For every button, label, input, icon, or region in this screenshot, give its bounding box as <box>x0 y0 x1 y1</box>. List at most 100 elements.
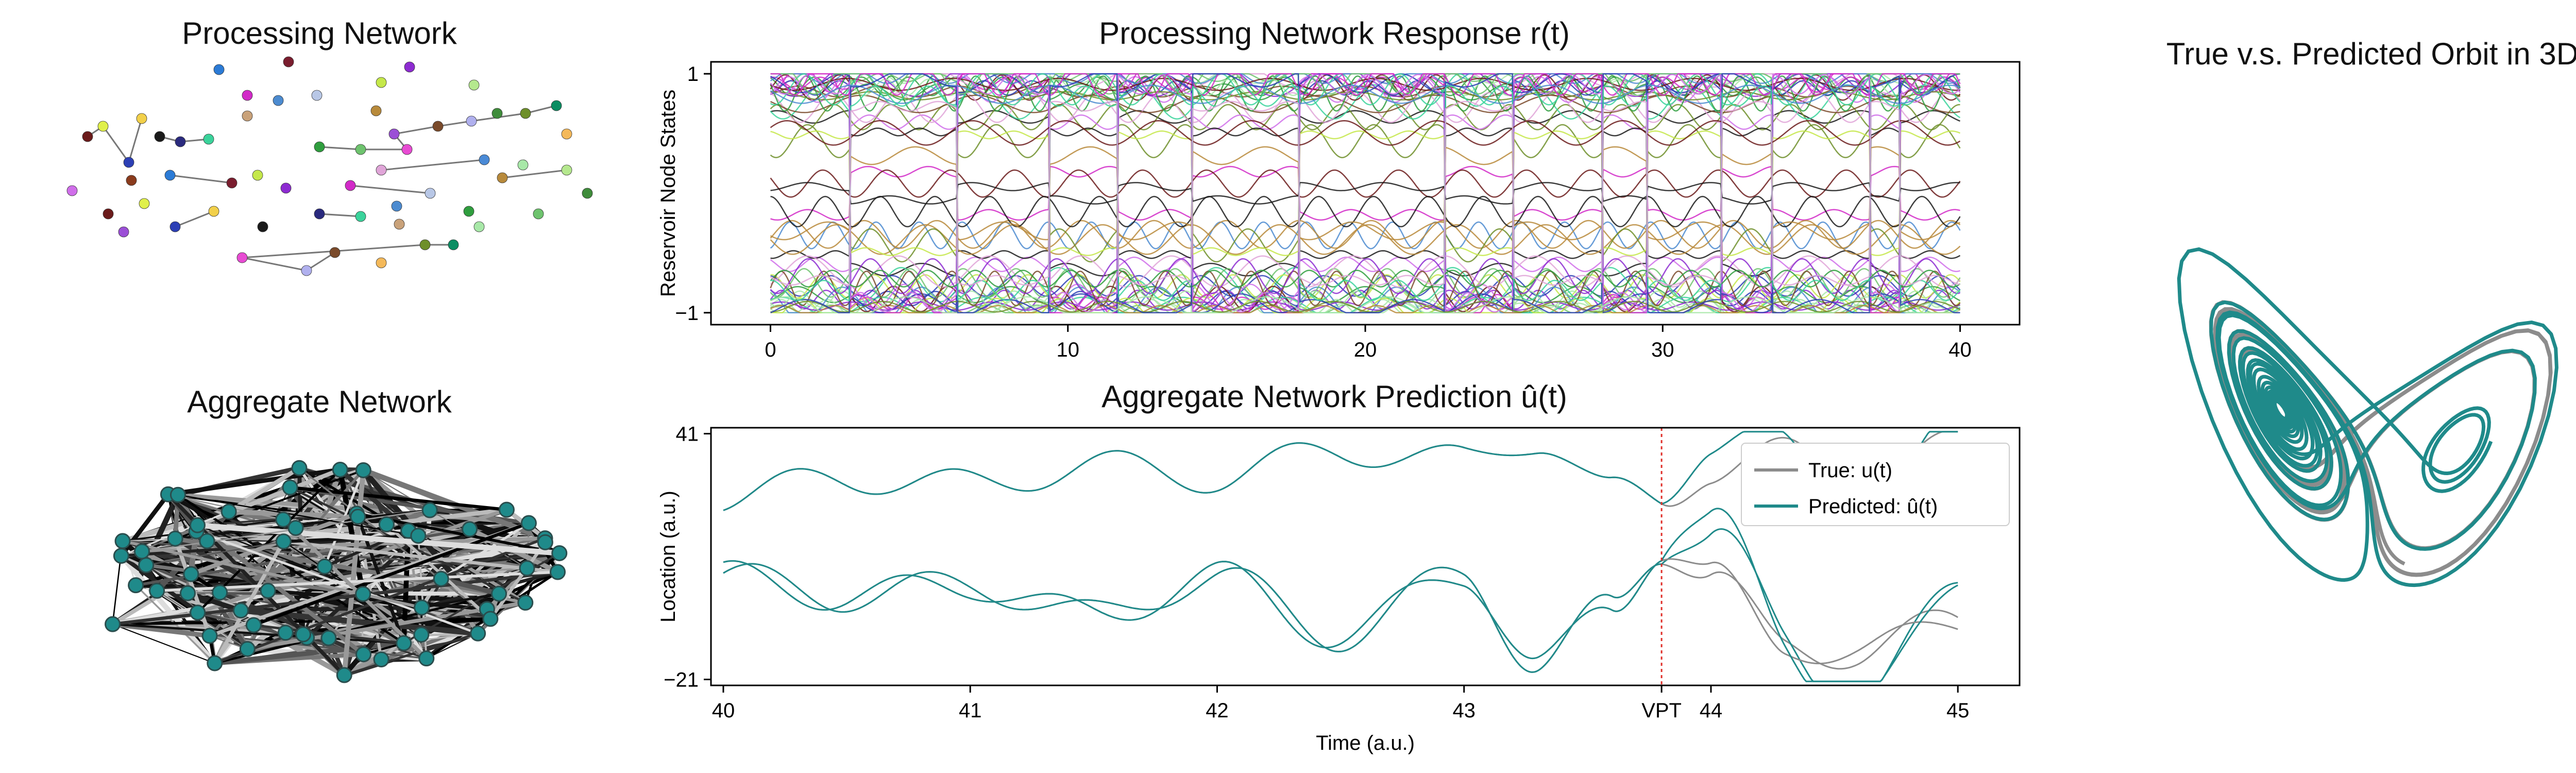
network-node <box>401 144 413 155</box>
network-node <box>378 516 395 532</box>
network-edge <box>242 257 307 272</box>
legend-label: True: u(t) <box>1808 459 1892 482</box>
x-tick-label: 40 <box>712 699 735 722</box>
network-node <box>425 188 436 199</box>
prediction-chart-title: Aggregate Network Prediction û(t) <box>1101 379 1567 414</box>
network-edge <box>177 493 405 645</box>
reservoir-state-line <box>770 85 1961 301</box>
network-node <box>376 164 387 176</box>
network-node <box>466 115 477 127</box>
network-node <box>277 625 294 641</box>
network-node <box>376 77 387 88</box>
network-edge <box>319 146 361 150</box>
network-node <box>242 90 253 101</box>
network-node <box>373 651 389 668</box>
reservoir-state-line <box>770 146 1960 241</box>
network-node <box>189 517 206 533</box>
reservoir-state-line <box>770 85 1960 104</box>
network-node <box>282 479 298 496</box>
network-node <box>164 170 176 181</box>
network-node <box>421 502 438 518</box>
network-node <box>201 628 218 644</box>
aggregate-network-graph <box>105 460 568 683</box>
network-node <box>139 198 150 209</box>
network-node <box>520 515 537 531</box>
network-node <box>388 128 400 140</box>
reservoir-state-line <box>770 220 1961 249</box>
network-edge <box>381 159 485 171</box>
reservoir-state-line <box>770 73 1961 106</box>
reservoir-state-line <box>770 120 1961 146</box>
network-node <box>311 90 323 101</box>
y-tick-label: −1 <box>675 302 699 325</box>
network-node <box>468 79 480 91</box>
network-edge <box>298 467 492 620</box>
network-node <box>491 585 507 602</box>
network-node <box>138 557 155 574</box>
reservoir-chart-title: Processing Network Response r(t) <box>1099 16 1570 51</box>
network-node <box>183 566 199 582</box>
network-edge <box>227 466 302 514</box>
network-node <box>114 533 131 549</box>
network-edge <box>195 522 563 556</box>
network-node <box>280 182 292 194</box>
network-edge <box>337 467 366 597</box>
network-edge <box>350 184 431 194</box>
network-node <box>199 533 215 549</box>
network-node <box>170 486 186 503</box>
network-edge <box>213 540 285 665</box>
network-node <box>179 585 196 601</box>
reservoir-state-line <box>770 73 1961 96</box>
network-edge <box>252 521 531 627</box>
network-node <box>252 170 263 181</box>
network-node <box>103 208 114 220</box>
network-node <box>561 164 572 176</box>
network-edge <box>488 540 547 621</box>
network-node <box>105 616 121 632</box>
network-node <box>355 586 371 602</box>
network-node <box>462 521 478 537</box>
network-node <box>482 611 499 627</box>
network-node <box>355 144 366 155</box>
reservoir-state-line <box>770 300 1960 313</box>
network-node <box>232 602 249 619</box>
network-edge <box>128 118 143 163</box>
network-node <box>128 577 144 594</box>
network-node <box>470 625 486 642</box>
network-node <box>433 570 449 587</box>
network-node <box>414 599 430 616</box>
network-node <box>301 265 312 276</box>
network-edge <box>177 494 419 536</box>
orbit-panel: True v.s. Predicted Orbit in 3D <box>2050 21 2576 691</box>
network-node <box>350 509 366 525</box>
network-edge <box>170 174 232 184</box>
network-edge <box>342 467 366 678</box>
reservoir-state-line <box>770 76 1961 311</box>
network-node <box>413 627 430 643</box>
network-edge <box>196 508 509 615</box>
network-edge <box>502 169 567 179</box>
reservoir-state-line <box>770 169 1961 198</box>
reservoir-chart-plot: 0 10 20 30 40 1 −1 Reservoir Node States <box>657 61 2021 361</box>
network-node <box>242 110 253 122</box>
network-node <box>479 154 490 165</box>
reservoir-state-line <box>770 110 1960 277</box>
network-node <box>154 131 165 142</box>
reservoir-state-line <box>770 127 1961 259</box>
network-node <box>66 185 78 196</box>
network-node <box>245 617 262 633</box>
network-node <box>221 503 237 520</box>
network-node <box>208 206 219 217</box>
processing-network-title: Processing Network <box>182 16 457 51</box>
network-edge <box>343 632 479 677</box>
network-node <box>316 558 333 575</box>
network-node <box>473 221 485 232</box>
network-edge <box>144 563 365 596</box>
x-tick-label: 41 <box>959 699 982 722</box>
x-tick-label: 43 <box>1452 699 1476 722</box>
network-node <box>236 252 248 263</box>
reservoir-state-line <box>770 114 1960 272</box>
network-edge <box>437 120 472 127</box>
reservoir-state-line <box>770 182 1960 205</box>
network-edge <box>166 467 343 497</box>
